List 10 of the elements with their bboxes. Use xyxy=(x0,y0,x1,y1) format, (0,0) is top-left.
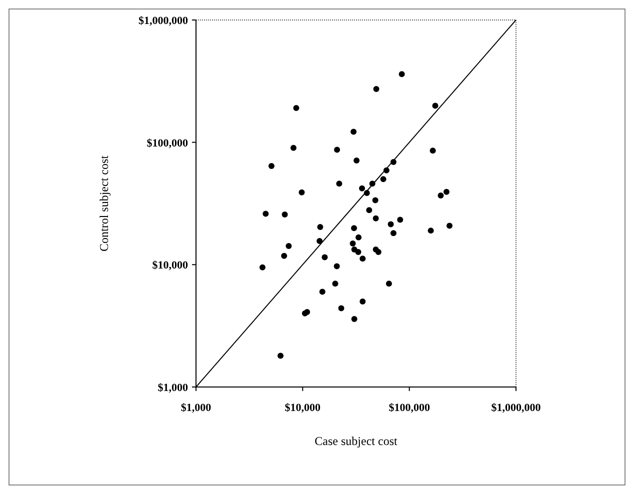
x-tick-label: $1,000 xyxy=(180,402,212,414)
x-axis-title: Case subject cost xyxy=(314,434,398,448)
y-tick-label: $10,000 xyxy=(152,260,188,272)
y-tick-label: $100,000 xyxy=(146,137,188,150)
y-tick-label: $1,000,000 xyxy=(138,15,188,27)
x-tick-label: $100,000 xyxy=(388,402,430,414)
x-tick-label: $1,000,000 xyxy=(491,402,542,414)
y-axis-title: Control subject cost xyxy=(97,154,111,252)
x-tick-label: $10,000 xyxy=(284,402,322,414)
y-tick-label: $1,000 xyxy=(158,382,188,394)
